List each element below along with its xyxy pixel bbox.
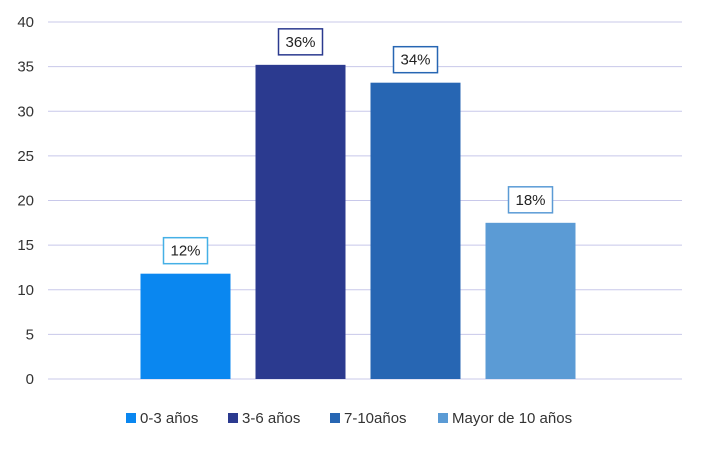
data-label: 34%	[400, 52, 430, 69]
legend-label: 0-3 años	[140, 410, 198, 427]
y-tick-label: 15	[17, 237, 34, 254]
bar	[370, 82, 461, 379]
legend-swatch	[228, 413, 238, 423]
data-label: 12%	[170, 243, 200, 260]
data-label-box	[507, 186, 554, 214]
legend: 0-3 años 3-6 años 7-10años Mayor de 10 años	[126, 410, 572, 427]
y-tick-label: 20	[17, 193, 34, 210]
data-label: 36%	[285, 34, 315, 51]
legend-swatch	[438, 413, 448, 423]
data-label: 18%	[515, 192, 545, 209]
legend-label: 7-10años	[344, 410, 407, 427]
legend-swatch	[330, 413, 340, 423]
y-tick-label: 35	[17, 59, 34, 76]
data-labels: 12% 36% 34% 18%	[162, 28, 554, 265]
data-label-box	[277, 28, 324, 56]
data-label-box	[162, 236, 209, 265]
bar	[485, 222, 576, 379]
legend-label: Mayor de 10 años	[452, 410, 572, 427]
y-tick-label: 5	[26, 326, 34, 343]
y-tick-label: 30	[17, 103, 34, 120]
legend-swatch	[126, 413, 136, 423]
bars	[140, 64, 576, 379]
y-tick-label: 10	[17, 282, 34, 299]
y-axis: 0 5 10 15 20 25 30 35 40	[17, 14, 34, 388]
y-tick-label: 25	[17, 148, 34, 165]
data-label-box	[392, 45, 439, 74]
legend-label: 3-6 años	[242, 410, 300, 427]
y-tick-label: 0	[26, 371, 34, 388]
bar	[255, 64, 346, 379]
y-tick-label: 40	[17, 14, 34, 31]
bar	[140, 273, 231, 379]
